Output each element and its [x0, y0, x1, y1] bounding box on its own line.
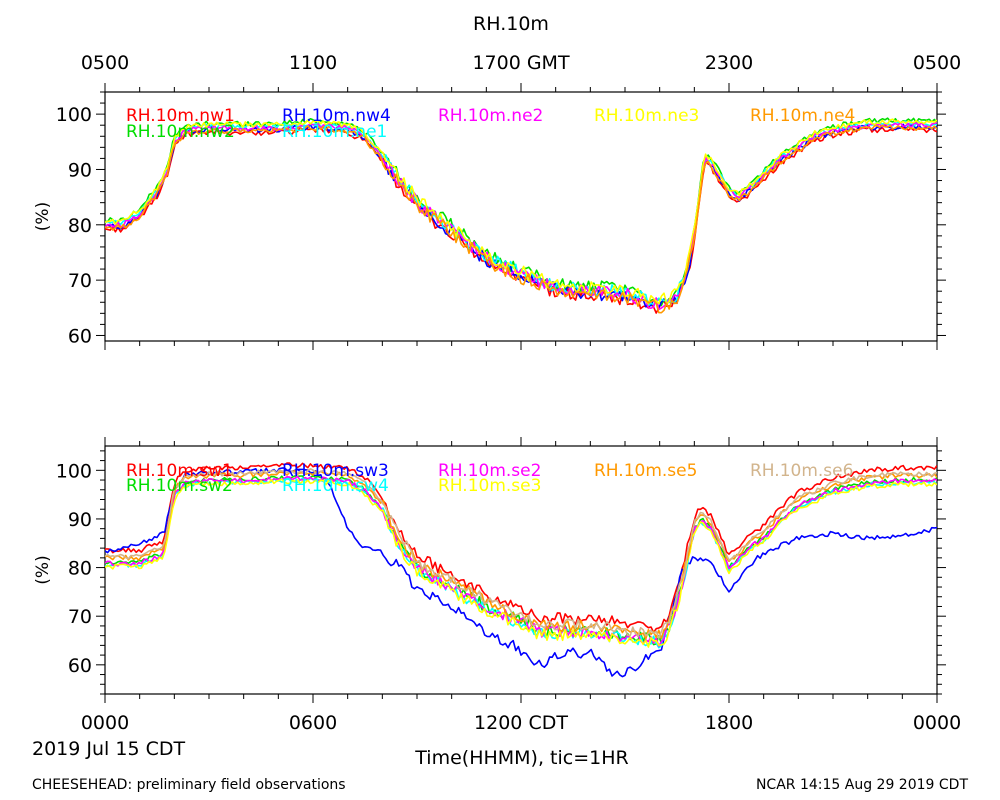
legend-entry: RH.10m.sw2 [126, 476, 233, 496]
y-axis-label: (%) [33, 555, 53, 584]
y-tick-label: 90 [68, 159, 92, 181]
series-line-rh-10m-se6 [105, 468, 937, 640]
legend-entry: RH.10m.se5 [594, 461, 697, 481]
y-tick-label: 80 [68, 215, 92, 237]
series-line-rh-10m-nw1 [105, 126, 937, 314]
series-line-rh-10m-nw4 [105, 123, 937, 309]
series-line-rh-10m-ne4 [105, 124, 937, 314]
legend-entry: RH.10m.ne1 [282, 122, 387, 142]
legend-entry: RH.10m.sw1 [126, 461, 233, 481]
y-tick-label: 100 [56, 460, 92, 482]
bottom-axis-tick-label: 0600 [289, 712, 337, 734]
footer-left: CHEESEHEAD: preliminary field observatio… [32, 777, 346, 793]
legend-entry: RH.10m.nw2 [126, 122, 235, 142]
series-line-rh-10m-se2 [105, 475, 937, 647]
y-tick-label: 70 [68, 270, 92, 292]
legend-entry: RH.10m.se6 [750, 461, 853, 481]
y-tick-label: 60 [68, 325, 92, 347]
legend-entry: RH.10m.ne4 [750, 106, 855, 126]
series-line-rh-10m-sw3 [105, 467, 937, 678]
series-line-rh-10m-sw1 [105, 462, 937, 634]
bottom-axis-tick-label: 0000 [913, 712, 961, 734]
legend-entry: RH.10m.se3 [438, 476, 541, 496]
y-tick-label: 90 [68, 509, 92, 531]
bottom-axis-tick-label: 1200 CDT [474, 712, 568, 734]
y-tick-label: 60 [68, 655, 92, 677]
y-tick-label: 80 [68, 558, 92, 580]
series-line-rh-10m-se3 [105, 478, 937, 648]
footer-right: NCAR 14:15 Aug 29 2019 CDT [756, 777, 968, 793]
legend-entry: RH.10m.ne2 [438, 106, 543, 126]
legend-entry: RH.10m.sw4 [282, 476, 389, 496]
top-axis-tick-label: 1100 [289, 52, 337, 74]
top-axis-tick-label: 1700 GMT [472, 52, 570, 74]
top-axis-tick-label: 0500 [81, 52, 129, 74]
bottom-axis-tick-label: 1800 [705, 712, 753, 734]
legend-entry: RH.10m.ne3 [594, 106, 699, 126]
y-axis-label: (%) [33, 202, 53, 231]
bottom-axis-tick-label: 0000 [81, 712, 129, 734]
y-tick-label: 70 [68, 606, 92, 628]
legend-entry: RH.10m.nw4 [282, 106, 391, 126]
legend-entry: RH.10m.sw3 [282, 461, 389, 481]
top-axis-tick-label: 0500 [913, 52, 961, 74]
y-tick-label: 100 [56, 104, 92, 126]
legend-entry: RH.10m.nw1 [126, 106, 235, 126]
top-axis-tick-label: 2300 [705, 52, 753, 74]
chart-title: RH.10m [473, 13, 549, 35]
x-axis-label: Time(HHMM), tic=1HR [414, 747, 628, 769]
legend-entry: RH.10m.se2 [438, 461, 541, 481]
series-line-rh-10m-se5 [105, 469, 937, 640]
date-label: 2019 Jul 15 CDT [32, 738, 185, 760]
series-line-rh-10m-ne3 [105, 118, 937, 305]
